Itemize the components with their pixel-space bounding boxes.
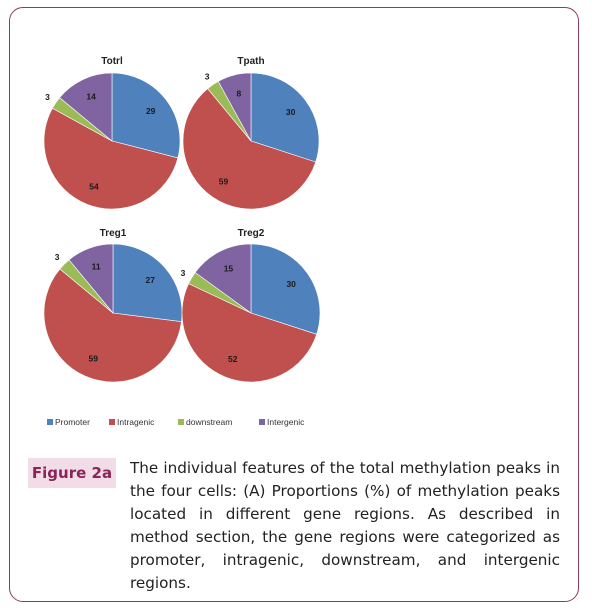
legend-swatch-downstream	[178, 419, 184, 425]
pie-slice-promoter	[111, 72, 181, 159]
pie-label-downstream: 3	[181, 268, 186, 278]
pie-label-downstream: 3	[55, 252, 60, 262]
pie-title-totrl: Totrl	[101, 56, 123, 67]
legend-swatch-intergenic	[259, 419, 265, 425]
pie-tpath: Tpath 30 59 3 8	[182, 56, 320, 210]
pie-slice-intergenic	[59, 72, 113, 142]
pie-label-promoter: 30	[286, 279, 296, 289]
pie-treg1: Treg1 27 59 3 11	[43, 228, 183, 383]
pie-slice-intragenic	[43, 268, 182, 383]
legend-swatch-promoter	[47, 419, 53, 425]
pie-label-intergenic: 14	[86, 92, 96, 102]
legend-label-promoter: Promoter	[55, 417, 90, 427]
pie-slice-intergenic	[217, 72, 252, 142]
pie-label-intragenic: 59	[219, 176, 229, 186]
pie-title-treg2: Treg2	[238, 228, 265, 239]
pie-title-tpath: Tpath	[237, 56, 264, 67]
legend-label-intragenic: Intragenic	[117, 417, 155, 427]
legend: Promoter Intragenic downstream Intergenic	[47, 417, 305, 427]
pie-label-downstream: 3	[45, 92, 50, 102]
pie-label-intergenic: 15	[224, 264, 234, 274]
pie-treg2: Treg2 30 52 3 15	[181, 228, 321, 383]
pie-slice-intragenic	[181, 283, 318, 383]
pie-label-promoter: 29	[146, 106, 156, 116]
figure-caption: The individual features of the total met…	[130, 459, 560, 592]
legend-swatch-intragenic	[109, 419, 115, 425]
pie-slice-intergenic	[68, 243, 114, 314]
pie-label-intragenic: 54	[89, 182, 99, 192]
pie-slice-intergenic	[194, 243, 252, 314]
pie-slice-promoter	[250, 243, 321, 335]
pie-label-promoter: 30	[286, 107, 296, 117]
pie-label-intragenic: 52	[228, 354, 238, 364]
pie-title-treg1: Treg1	[100, 228, 127, 239]
pie-label-promoter: 27	[146, 275, 156, 285]
pie-slice-intragenic	[182, 88, 317, 210]
legend-label-intergenic: Intergenic	[267, 417, 305, 427]
pie-slice-intragenic	[43, 107, 179, 210]
pie-label-intergenic: 8	[236, 89, 241, 99]
pie-slice-promoter	[250, 72, 320, 163]
pie-label-intragenic: 59	[89, 354, 99, 364]
figure-label: Figure 2a	[28, 458, 116, 488]
pie-label-intergenic: 11	[92, 261, 101, 271]
pie-totrl: Totrl 29 54 3 14	[43, 56, 181, 210]
legend-label-downstream: downstream	[186, 417, 232, 427]
pie-label-downstream: 3	[205, 71, 210, 81]
